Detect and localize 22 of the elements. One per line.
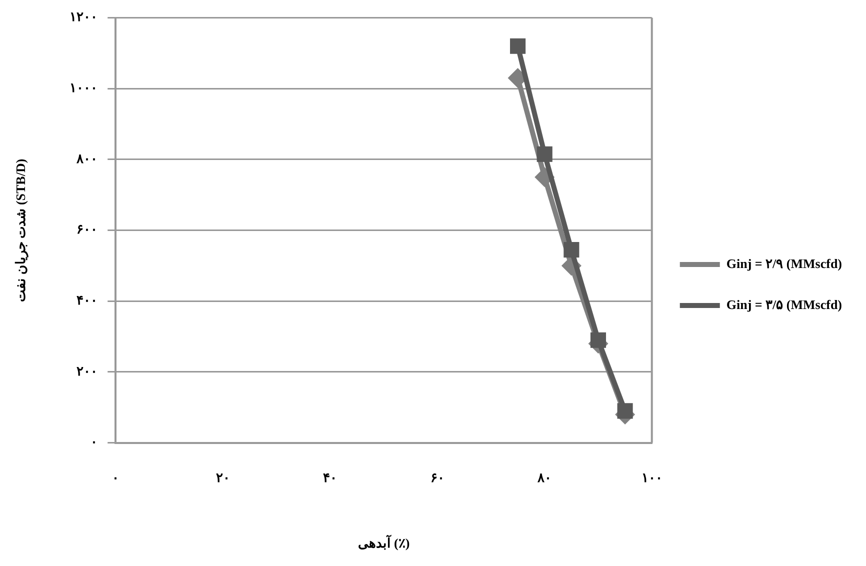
y-axis-title: شدت جریان نفت (STB/D)	[13, 158, 30, 302]
y-tick-label: ۶۰۰	[76, 222, 98, 237]
y-tick-label: ۱۰۰۰	[70, 80, 98, 95]
y-tick-label: ۰	[90, 434, 98, 450]
y-tick-label: ۱۲۰۰	[70, 9, 98, 24]
point	[536, 146, 552, 162]
y-tick-label: ۴۰۰	[76, 292, 98, 308]
point	[510, 38, 526, 54]
x-axis-title: آبدهی (٪)	[358, 534, 410, 551]
x-tick-label: ۰	[112, 470, 120, 485]
x-tick-label: ۲۰	[216, 470, 230, 485]
y-tick-label: ۲۰۰	[76, 363, 98, 378]
x-tick-label: ۴۰	[323, 470, 338, 485]
point	[617, 403, 633, 419]
legend-label: Ginj = ۳/۵ (MMscfd)	[726, 296, 842, 312]
x-tick-label: ۱۰۰	[641, 470, 662, 485]
point	[564, 242, 580, 258]
point	[590, 332, 606, 348]
x-tick-label: ۶۰	[430, 470, 444, 485]
legend-label: Ginj = ۲/۹ (MMscfd)	[726, 256, 842, 271]
x-tick-label: ۸۰	[536, 470, 552, 485]
y-tick-label: ۸۰۰	[76, 150, 98, 166]
